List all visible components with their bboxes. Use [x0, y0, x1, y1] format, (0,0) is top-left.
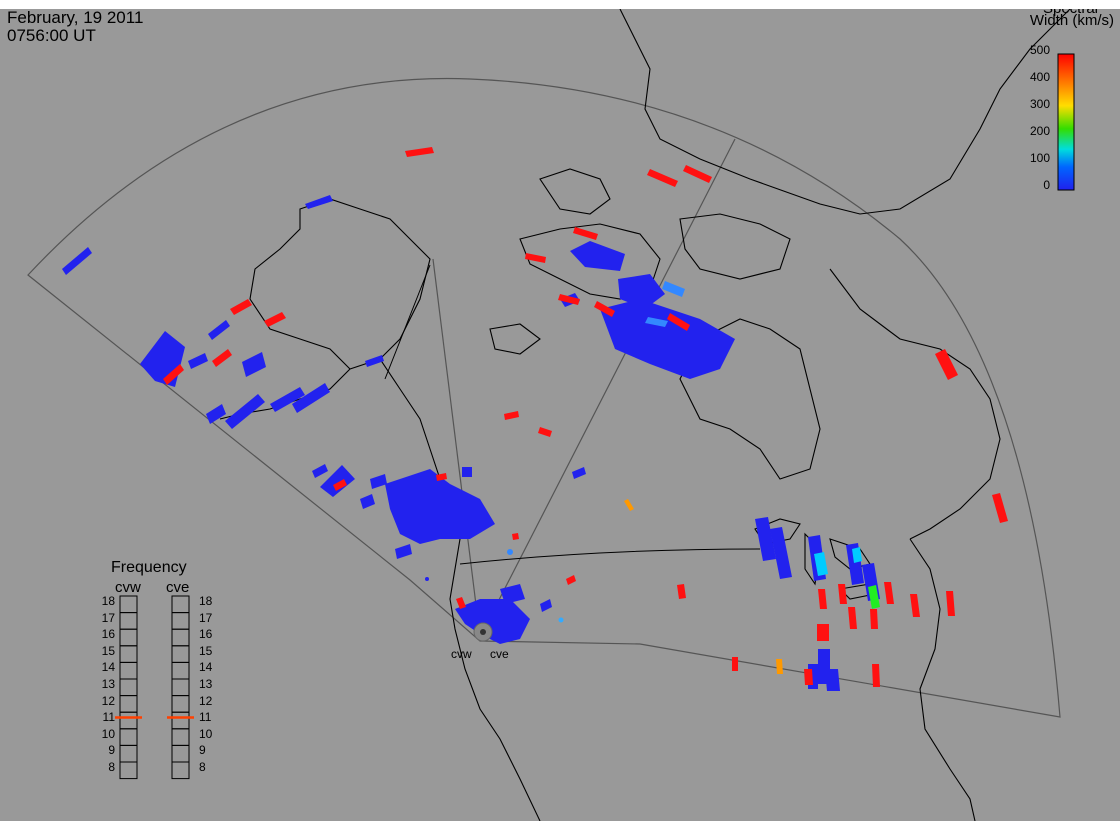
echo-dots [425, 549, 564, 623]
frequency-boxes [119, 595, 190, 780]
echo-cluster-nearfield [455, 584, 552, 644]
freq-label-right: 17 [199, 610, 213, 625]
station-label-cve: cve [490, 647, 509, 661]
borders [384, 264, 761, 565]
freq-label-right: 12 [199, 693, 213, 708]
freq-label-right: 11 [199, 710, 212, 725]
echo-cluster-arctic [560, 241, 735, 479]
freq-cell-cvw [119, 645, 138, 663]
echo-cluster-greatlakes-cyan [814, 547, 862, 576]
colorbar-tick-0: 0 [1043, 178, 1050, 192]
freq-label-right: 16 [199, 627, 213, 642]
map-svg [27, 9, 1075, 821]
freq-cell-cvw [119, 711, 138, 730]
colorbar-tick-300: 300 [1029, 97, 1050, 111]
freq-cell-cve [171, 595, 190, 614]
freq-cell-cvw [119, 628, 138, 647]
colorbar-tick-400: 400 [1029, 70, 1050, 84]
freq-cell-cve [171, 645, 190, 663]
freq-label-left: 12 [101, 693, 115, 708]
freq-label-left: 18 [101, 594, 115, 608]
echo-cluster-alaska [62, 195, 384, 497]
freq-cell-cve [171, 711, 190, 730]
freq-label-left: 9 [108, 743, 115, 758]
freq-cell-cve [171, 628, 190, 647]
frequency-col-cvw: cvw [115, 579, 141, 596]
radar-echoes [62, 147, 1008, 691]
colorbar-tick-500: 500 [1029, 43, 1050, 57]
colorbar-title-line2: Width (km/s) [1029, 12, 1114, 29]
station-label-cvw: cvw [451, 647, 472, 661]
map-canvas: February, 19 2011 0756:00 UT Spectral Wi… [0, 9, 1120, 821]
echo-cluster-bc [360, 467, 495, 559]
freq-cell-cve [171, 728, 190, 746]
freq-cell-cvw [119, 761, 138, 780]
freq-label-left: 17 [101, 610, 115, 625]
freq-cell-cvw [119, 612, 138, 630]
colorbar-tick-100: 100 [1029, 151, 1050, 165]
coastlines [219, 9, 1071, 821]
echo-orange [624, 499, 783, 674]
fov-outline [27, 77, 1061, 718]
echo-cluster-greatlakes [755, 517, 880, 691]
freq-label-right: 8 [199, 760, 206, 774]
colorbar-tick-200: 200 [1029, 124, 1050, 138]
freq-label-right: 14 [199, 660, 213, 675]
freq-label-right: 18 [199, 594, 213, 608]
time-label: 0756:00 UT [7, 26, 96, 45]
freq-label-right: 9 [199, 743, 206, 758]
freq-label-left: 14 [101, 660, 115, 675]
freq-cell-cvw [119, 661, 138, 680]
echo-green [868, 585, 880, 609]
freq-cell-cve [171, 695, 190, 713]
freq-label-left: 11 [102, 710, 115, 725]
freq-label-right: 15 [199, 643, 213, 658]
freq-label-left: 13 [101, 677, 115, 691]
frequency-title: Frequency [111, 559, 187, 576]
freq-label-right: 13 [199, 677, 213, 691]
freq-cell-cve [171, 661, 190, 680]
freq-cell-cve [171, 612, 190, 630]
freq-label-left: 10 [101, 726, 115, 741]
freq-cell-cvw [119, 678, 138, 697]
radar-site-marker [473, 622, 493, 642]
date-label: February, 19 2011 [7, 9, 144, 27]
freq-label-left: 16 [101, 627, 115, 642]
freq-cell-cve [171, 744, 190, 763]
colorbar-title-line1: Spectral [1043, 9, 1098, 17]
freq-cell-cvw [119, 728, 138, 746]
freq-label-right: 10 [199, 726, 213, 741]
freq-cell-cve [171, 678, 190, 697]
freq-cell-cvw [119, 744, 138, 763]
colorbar [1057, 53, 1075, 191]
freq-cell-cvw [119, 695, 138, 713]
freq-cell-cvw [119, 595, 138, 614]
freq-cell-cve [171, 761, 190, 780]
echo-red [163, 147, 1008, 687]
freq-label-left: 15 [101, 643, 115, 658]
frequency-col-cve: cve [166, 579, 190, 596]
freq-label-left: 8 [108, 760, 115, 774]
echo-cluster-arctic-light [645, 281, 685, 327]
